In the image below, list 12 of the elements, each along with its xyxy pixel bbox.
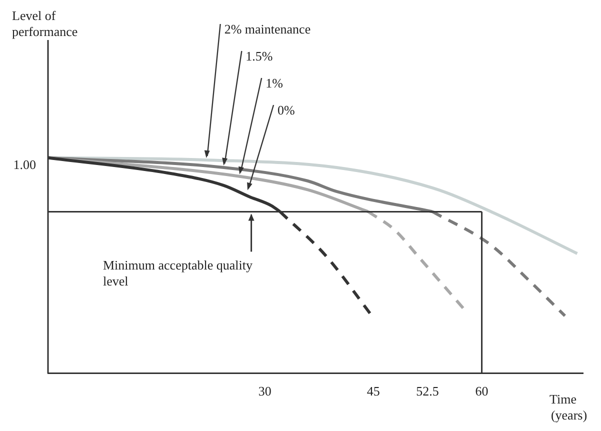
x-tick-label: 60 — [475, 384, 488, 399]
x-tick-label: 45 — [366, 384, 380, 399]
annotation: 1.00 — [13, 157, 36, 172]
text: Level of performance — [12, 8, 78, 39]
x-tick-label: 30 — [258, 384, 272, 399]
x-tick-label: 52.5 — [416, 384, 439, 399]
annotation: 0% — [278, 102, 296, 118]
annotation: 2% maintenance — [224, 21, 311, 36]
ref-line-label: Minimum acceptable quality level — [103, 258, 253, 289]
annotation: 1% — [266, 75, 284, 90]
annotation: 1.5% — [246, 48, 273, 64]
x-axis-title: Time (years) — [550, 391, 588, 422]
